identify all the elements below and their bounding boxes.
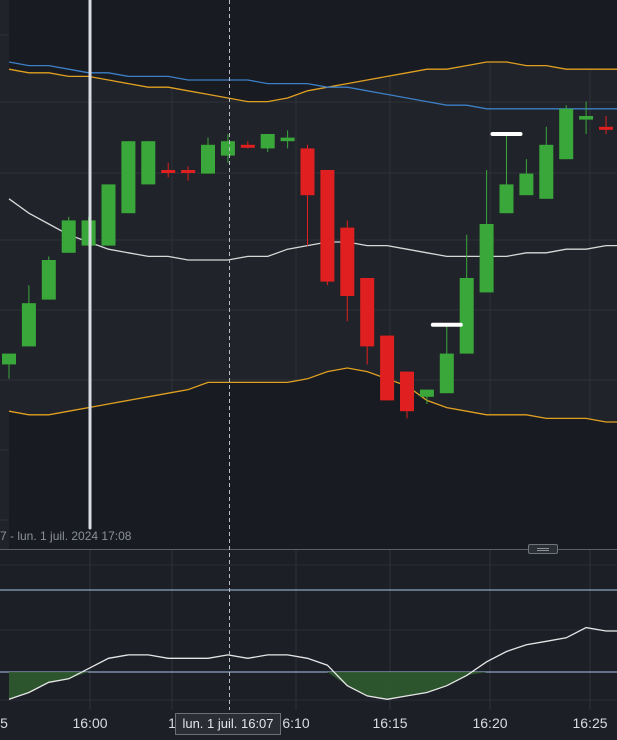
candle-body [141,141,156,185]
candle-body [380,335,395,401]
candle-body [559,108,574,160]
highlighted-levels [430,132,523,327]
time-axis-label: 5 [0,715,8,731]
candle-body [201,144,215,174]
candle-body [161,170,176,173]
candle-body [21,303,36,347]
candle-body [41,260,56,300]
slow-moving-average-line [8,61,617,110]
candle-body [479,224,494,293]
bollinger-lower-line [8,367,617,423]
candle-body [2,353,16,365]
time-axis-label: 16:15 [372,715,408,731]
candle-body [599,126,613,130]
oscillator-line [8,626,617,700]
lower-band-fill [9,368,617,549]
candle-body [280,137,295,142]
candle-body [121,141,136,214]
pane-resize-handle[interactable] [528,544,558,554]
time-axis-label: 16:00 [72,715,108,731]
time-axis-label: 1 [168,715,176,731]
info-label: 7 - lun. 1 juil. 2024 17:08 [0,529,132,543]
candle-body [181,170,196,173]
candle-body [340,227,355,296]
time-axis-label: 6:10 [282,715,310,731]
candle-body [260,134,275,149]
crosshair-time-label: lun. 1 juil. 16:07 [175,713,281,735]
bollinger-upper-line [8,61,617,103]
candle-body [519,173,534,196]
candle-body [439,353,454,394]
middle-band-line [8,198,617,261]
candle-body [400,371,414,412]
time-axis-label: 16:25 [572,715,608,731]
candle-body [459,278,474,354]
oscillator-fill [9,672,617,700]
candle-body [101,184,116,246]
candle-body [499,184,514,214]
time-axis-label: 16:20 [472,715,508,731]
candle-body [240,144,255,148]
candle-body [360,278,375,347]
candles [2,101,613,419]
candle-body [320,170,335,282]
candle-body [61,220,76,253]
candle-body [300,148,315,196]
candle-body [220,141,235,156]
candle-body [539,144,554,199]
candle-body [579,116,594,120]
candle-body [419,389,434,397]
